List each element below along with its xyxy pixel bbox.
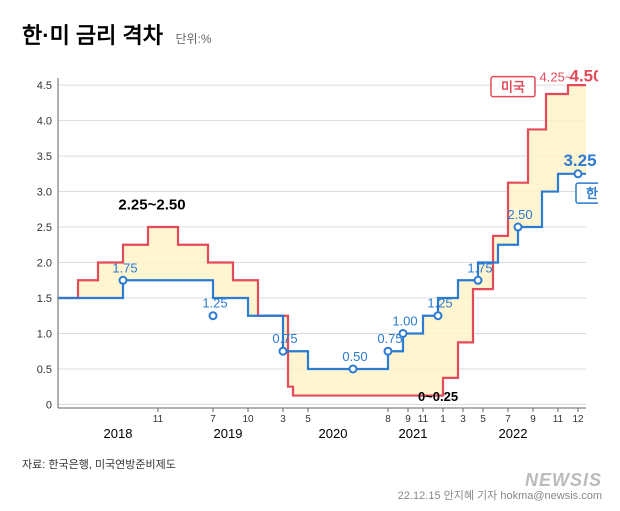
svg-text:3: 3 [280, 414, 286, 425]
unit-text: 단위:% [175, 30, 211, 47]
svg-text:1.00: 1.00 [392, 313, 417, 328]
svg-text:10: 10 [242, 414, 254, 425]
svg-text:2.5: 2.5 [37, 222, 52, 234]
svg-text:0.75: 0.75 [272, 331, 297, 346]
svg-text:1.75: 1.75 [112, 260, 137, 275]
svg-text:2018: 2018 [104, 426, 133, 441]
svg-text:4.50: 4.50 [569, 67, 598, 86]
svg-text:9: 9 [530, 414, 536, 425]
chart-svg: 00.51.01.52.02.53.03.54.04.5117103589111… [22, 60, 598, 450]
svg-text:4.25~: 4.25~ [540, 70, 573, 85]
svg-text:8: 8 [385, 414, 391, 425]
svg-text:0: 0 [46, 399, 52, 411]
svg-text:3.25: 3.25 [563, 151, 596, 170]
svg-text:1.75: 1.75 [467, 260, 492, 275]
credit-text: 22.12.15 안지혜 기자 hokma@newsis.com [398, 487, 602, 503]
svg-text:4.0: 4.0 [37, 116, 52, 128]
svg-text:3: 3 [460, 414, 466, 425]
svg-text:1: 1 [440, 414, 446, 425]
svg-text:0.5: 0.5 [37, 364, 52, 376]
svg-text:2019: 2019 [214, 426, 243, 441]
svg-text:3.0: 3.0 [37, 187, 52, 199]
svg-text:2.0: 2.0 [37, 258, 52, 270]
svg-text:7: 7 [505, 414, 511, 425]
svg-text:11: 11 [418, 414, 429, 425]
svg-text:5: 5 [480, 414, 486, 425]
svg-text:2021: 2021 [399, 426, 428, 441]
chart-container: 한·미 금리 격차 단위:% 0 0.5 1.0 1.5 2.0 2.5 3.0 3.5 4.0… [0, 0, 620, 511]
svg-text:9: 9 [405, 414, 411, 425]
svg-text:3.5: 3.5 [37, 151, 52, 163]
svg-text:1.25: 1.25 [202, 296, 227, 311]
svg-text:0~0.25: 0~0.25 [418, 389, 458, 404]
svg-text:1.25: 1.25 [427, 296, 452, 311]
svg-text:5: 5 [305, 414, 311, 425]
chart-title: 한·미 금리 격차 단위:% [22, 18, 598, 50]
svg-text:11: 11 [153, 414, 164, 425]
svg-text:2.50: 2.50 [507, 207, 532, 222]
svg-text:12: 12 [572, 414, 584, 425]
title-text: 한·미 금리 격차 [22, 23, 163, 48]
chart-area: 00.51.01.52.02.53.03.54.04.5117103589111… [22, 60, 598, 450]
svg-text:미국: 미국 [501, 80, 525, 95]
svg-text:0.50: 0.50 [342, 349, 367, 364]
svg-text:2022: 2022 [499, 426, 528, 441]
svg-text:11: 11 [553, 414, 564, 425]
svg-text:4.5: 4.5 [37, 80, 52, 92]
svg-text:7: 7 [210, 414, 216, 425]
svg-text:한국: 한국 [586, 186, 598, 201]
svg-text:1.5: 1.5 [37, 293, 52, 305]
svg-text:1.0: 1.0 [37, 328, 52, 340]
svg-text:2020: 2020 [319, 426, 348, 441]
source-text: 자료: 한국은행, 미국연방준비제도 [22, 456, 598, 472]
svg-text:2.25~2.50: 2.25~2.50 [118, 196, 185, 213]
